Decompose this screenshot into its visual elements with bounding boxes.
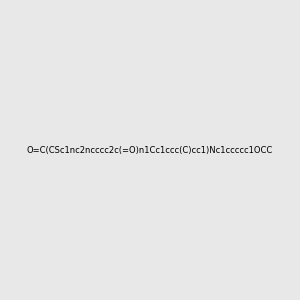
Text: O=C(CSc1nc2ncccc2c(=O)n1Cc1ccc(C)cc1)Nc1ccccc1OCC: O=C(CSc1nc2ncccc2c(=O)n1Cc1ccc(C)cc1)Nc1…: [27, 146, 273, 154]
